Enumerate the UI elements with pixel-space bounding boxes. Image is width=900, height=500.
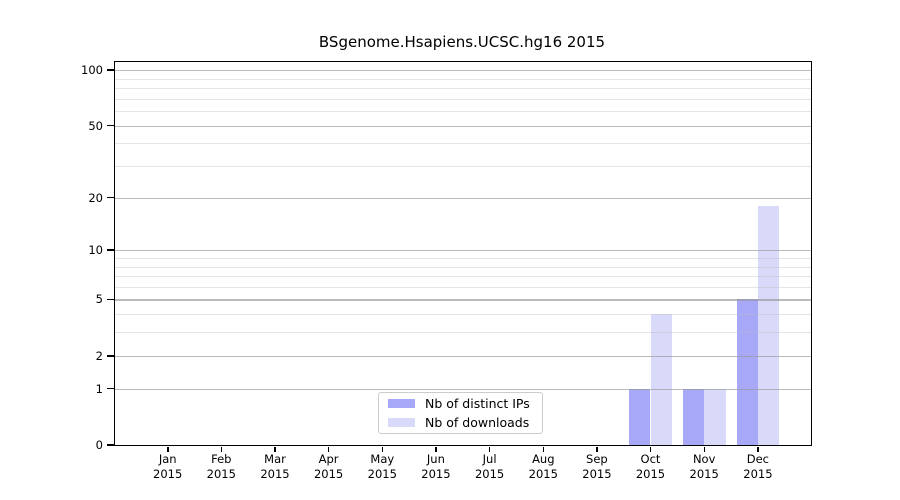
gridline-minor-9 bbox=[115, 257, 811, 259]
bar-distinct-ips-dec bbox=[736, 299, 758, 445]
legend-swatch-downloads bbox=[388, 417, 415, 427]
x-tick-year: 2015 bbox=[528, 467, 558, 481]
x-tick-year: 2015 bbox=[313, 467, 344, 481]
x-tick-label-jun: Jun 2015 bbox=[408, 452, 464, 482]
gridline-minor-70 bbox=[115, 98, 811, 100]
x-tick-month: Jun bbox=[426, 452, 445, 466]
legend-label-downloads: Nb of downloads bbox=[425, 414, 530, 430]
gridline-minor-80 bbox=[115, 87, 811, 89]
gridline-minor-7 bbox=[115, 276, 811, 277]
bar-distinct-ips-oct bbox=[629, 388, 651, 445]
x-tick-month: Nov bbox=[692, 452, 716, 466]
x-tick-oct bbox=[649, 446, 652, 452]
y-tick-label-5: 5 bbox=[95, 292, 103, 307]
x-tick-label-aug: Aug 2015 bbox=[515, 452, 571, 482]
gridline-minor-90 bbox=[115, 78, 811, 80]
y-tick-label-50: 50 bbox=[88, 118, 103, 133]
y-tick-2 bbox=[107, 355, 114, 357]
x-tick-month: May bbox=[370, 452, 395, 466]
gridline-major-50 bbox=[115, 125, 811, 127]
gridline-major-20 bbox=[115, 197, 811, 199]
y-tick-5 bbox=[107, 298, 114, 301]
x-tick-may bbox=[381, 446, 384, 452]
x-tick-month: Jul bbox=[482, 452, 497, 466]
gridline-minor-8 bbox=[115, 266, 811, 268]
x-tick-label-sep: Sep 2015 bbox=[569, 452, 625, 482]
gridline-major-100 bbox=[115, 70, 811, 72]
gridline-major-2 bbox=[115, 355, 811, 357]
x-tick-year: 2015 bbox=[743, 467, 773, 481]
x-tick-label-feb: Feb 2015 bbox=[193, 452, 249, 482]
x-tick-year: 2015 bbox=[153, 467, 183, 481]
x-tick-label-apr: Apr 2015 bbox=[301, 452, 357, 482]
x-tick-label-jan: Jan 2015 bbox=[140, 452, 196, 482]
x-tick-month: Apr bbox=[318, 452, 339, 466]
gridline-minor-30 bbox=[115, 166, 811, 167]
x-tick-label-jul: Jul 2015 bbox=[462, 452, 518, 482]
bar-downloads-dec bbox=[757, 205, 780, 445]
chart-title: BSgenome.Hsapiens.UCSC.hg16 2015 bbox=[318, 33, 606, 51]
x-tick-label-dec: Dec 2015 bbox=[730, 452, 786, 482]
x-tick-label-mar: Mar 2015 bbox=[247, 452, 303, 482]
y-tick-50 bbox=[107, 124, 114, 127]
x-tick-jan bbox=[167, 446, 169, 452]
y-tick-0 bbox=[107, 444, 114, 446]
legend-label-distinct-ips: Nb of distinct IPs bbox=[425, 396, 530, 412]
x-tick-jun bbox=[435, 446, 437, 452]
x-tick-month: Sep bbox=[586, 452, 608, 466]
legend-swatch-distinct-ips bbox=[388, 399, 415, 409]
x-tick-label-may: May 2015 bbox=[354, 452, 410, 482]
gridline-major-10 bbox=[115, 250, 811, 252]
x-tick-mar bbox=[274, 446, 276, 452]
y-tick-1 bbox=[107, 387, 114, 390]
legend: Nb of distinct IPs Nb of downloads bbox=[378, 392, 543, 434]
y-tick-label-0: 0 bbox=[95, 438, 103, 452]
legend-item-downloads: Nb of downloads bbox=[388, 415, 533, 430]
y-tick-label-100: 100 bbox=[81, 63, 103, 77]
x-tick-sep bbox=[596, 446, 598, 452]
x-tick-year: 2015 bbox=[421, 467, 451, 481]
y-tick-label-10: 10 bbox=[88, 243, 103, 258]
x-tick-year: 2015 bbox=[474, 467, 505, 481]
legend-item-distinct-ips: Nb of distinct IPs bbox=[388, 396, 533, 411]
gridline-major-1 bbox=[115, 388, 811, 390]
x-tick-year: 2015 bbox=[582, 467, 612, 481]
y-tick-label-2: 2 bbox=[95, 348, 103, 363]
gridline-minor-3 bbox=[115, 332, 811, 334]
y-tick-label-1: 1 bbox=[95, 381, 103, 396]
bar-downloads-oct bbox=[650, 314, 672, 445]
x-tick-jul bbox=[488, 446, 491, 452]
x-tick-feb bbox=[220, 446, 223, 452]
gridline-major-5 bbox=[115, 299, 811, 301]
gridline-minor-60 bbox=[115, 111, 811, 112]
x-tick-apr bbox=[327, 446, 330, 452]
gridline-minor-40 bbox=[115, 143, 811, 145]
x-tick-month: Feb bbox=[211, 452, 232, 466]
y-tick-20 bbox=[107, 196, 114, 199]
bar-distinct-ips-nov bbox=[682, 388, 705, 445]
x-tick-dec bbox=[757, 446, 759, 452]
x-tick-label-oct: Oct 2015 bbox=[623, 452, 679, 482]
gridline-minor-6 bbox=[115, 286, 811, 288]
x-tick-year: 2015 bbox=[689, 467, 719, 481]
gridline-minor-4 bbox=[115, 314, 811, 316]
x-tick-aug bbox=[542, 446, 544, 452]
x-tick-month: Jan bbox=[158, 452, 177, 466]
x-tick-year: 2015 bbox=[260, 467, 290, 481]
x-tick-year: 2015 bbox=[367, 467, 397, 481]
x-tick-month: Mar bbox=[264, 452, 286, 466]
x-tick-month: Aug bbox=[532, 452, 555, 466]
y-tick-10 bbox=[107, 249, 114, 251]
x-tick-month: Oct bbox=[640, 452, 661, 466]
plot-area: Nb of distinct IPs Nb of downloads 0 1 2 5 1… bbox=[81, 61, 812, 481]
bar-downloads-nov bbox=[704, 388, 726, 445]
x-tick-year: 2015 bbox=[635, 467, 666, 481]
x-tick-label-nov: Nov 2015 bbox=[676, 452, 732, 482]
y-tick-label-20: 20 bbox=[88, 190, 103, 205]
y-tick-100 bbox=[107, 69, 114, 71]
x-tick-month: Dec bbox=[746, 452, 770, 466]
x-tick-year: 2015 bbox=[206, 467, 236, 481]
x-tick-nov bbox=[703, 446, 705, 452]
